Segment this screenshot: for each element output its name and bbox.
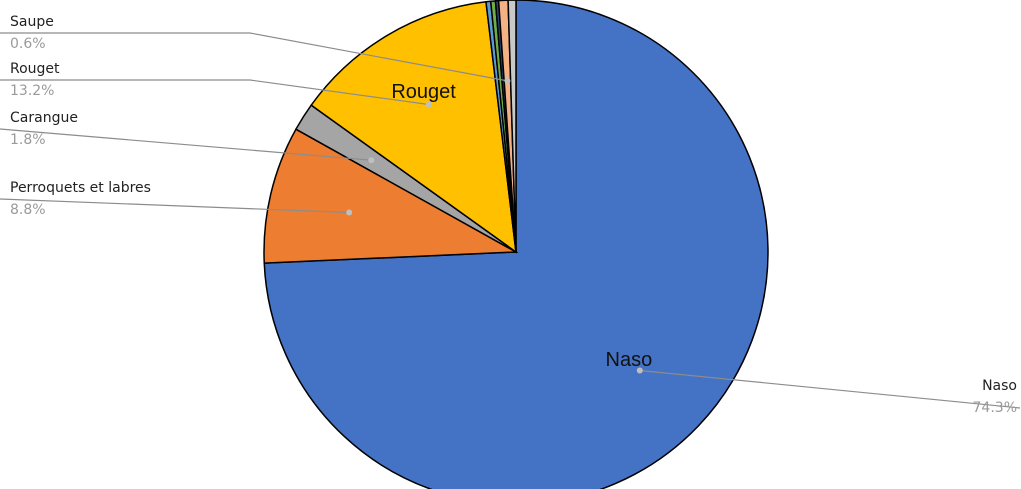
inner-labels: Naso Rouget <box>391 81 652 371</box>
pie-slice-rouget <box>310 0 517 254</box>
leader-line-rouget <box>0 79 429 106</box>
leader-line-saupe <box>0 32 508 82</box>
leader-dot-rouget <box>425 101 432 108</box>
callout-percent-perroquets-et-labres: 8.8% <box>10 202 46 218</box>
leader-line-perroquets-et-labres <box>0 198 350 214</box>
pie-slice-unlabeled-8 <box>507 0 517 253</box>
leader-dot-carangue <box>368 157 375 164</box>
leader-dot-saupe <box>504 77 511 84</box>
callout-name-perroquets-et-labres: Perroquets et labres <box>10 180 151 196</box>
inner-label-rouget: Rouget <box>391 81 456 103</box>
leader-line-naso <box>639 369 1021 409</box>
callout-name-rouget: Rouget <box>10 61 60 77</box>
callout-percent-rouget: 13.2% <box>10 83 54 99</box>
callout-name-naso: Naso <box>982 378 1017 394</box>
pie-slices <box>263 0 769 489</box>
leader-line-carangue <box>0 128 372 161</box>
callout-name-carangue: Carangue <box>10 110 78 126</box>
inner-label-naso: Naso <box>606 349 653 371</box>
callout-name-saupe: Saupe <box>10 14 54 30</box>
callout-percent-naso: 74.3% <box>973 400 1017 416</box>
pie-slice-perroquets-et-labres <box>263 128 519 264</box>
callout-percent-saupe: 0.6% <box>10 36 46 52</box>
leader-dot-perroquets-et-labres <box>346 209 353 216</box>
callout-percent-carangue: 1.8% <box>10 132 46 148</box>
leader-dot-naso <box>636 367 643 374</box>
callouts: Naso 74.3% Perroquets et labres 8.8% Carangu… <box>0 14 1021 416</box>
